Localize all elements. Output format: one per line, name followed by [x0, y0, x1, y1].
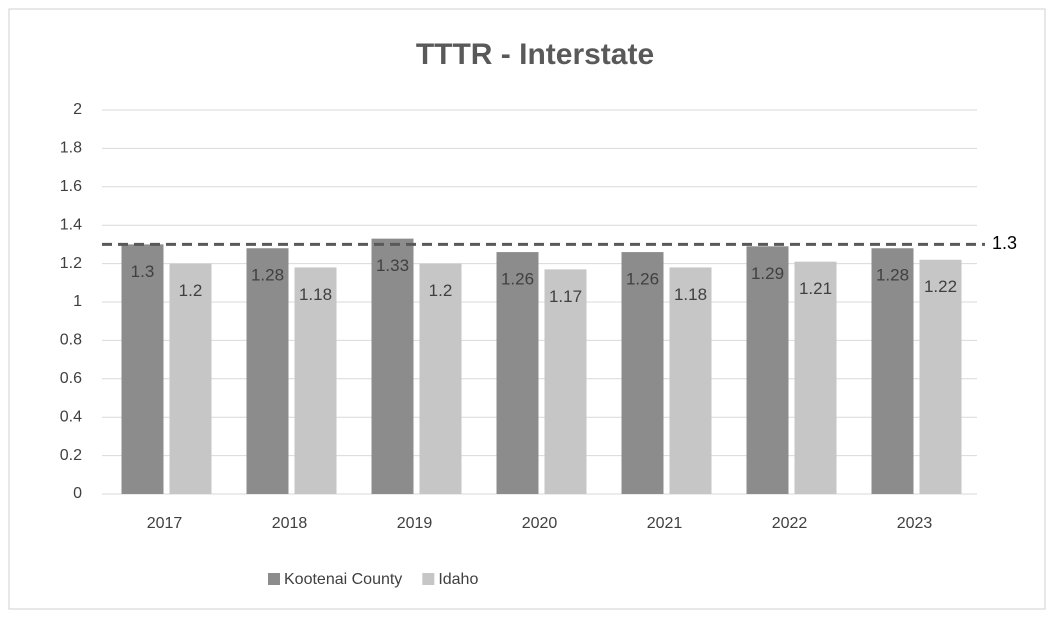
- value-label: 1.21: [799, 279, 832, 298]
- y-tick-label: 1: [73, 293, 82, 310]
- x-tick-label: 2020: [522, 515, 558, 532]
- y-tick-label: 0.8: [60, 332, 82, 349]
- bar: [621, 252, 664, 494]
- x-tick-label: 2023: [897, 515, 933, 532]
- value-label: 1.33: [376, 256, 409, 275]
- y-tick-label: 1.4: [60, 216, 82, 233]
- y-tick-label: 1.2: [60, 255, 82, 272]
- value-label: 1.3: [131, 262, 155, 281]
- x-tick-label: 2019: [397, 515, 433, 532]
- legend-label: Kootenai County: [284, 571, 402, 588]
- chart-title: TTTR - Interstate: [416, 38, 654, 71]
- bar: [669, 267, 712, 494]
- value-label: 1.29: [751, 264, 784, 283]
- legend-label: Idaho: [438, 571, 478, 588]
- y-tick-label: 0: [73, 485, 82, 502]
- value-label: 1.28: [251, 266, 284, 285]
- x-tick-label: 2022: [772, 515, 808, 532]
- value-label: 1.22: [924, 277, 957, 296]
- bar: [371, 238, 414, 494]
- value-label: 1.26: [626, 270, 659, 289]
- bar: [294, 267, 337, 494]
- value-label: 1.2: [179, 281, 203, 300]
- bar: [746, 246, 789, 494]
- y-tick-label: 2: [73, 101, 82, 118]
- value-label: 1.26: [501, 270, 534, 289]
- bar: [121, 244, 164, 494]
- reference-label: 1.3: [992, 233, 1017, 253]
- bar: [169, 263, 212, 494]
- legend-swatch: [268, 573, 280, 585]
- value-label: 1.18: [674, 285, 707, 304]
- value-label: 1.28: [876, 266, 909, 285]
- x-tick-label: 2021: [647, 515, 683, 532]
- bar: [544, 269, 587, 494]
- y-tick-label: 1.8: [60, 140, 82, 157]
- legend-swatch: [422, 573, 435, 585]
- y-tick-label: 0.6: [60, 370, 82, 387]
- value-label: 1.2: [429, 281, 453, 300]
- bar: [919, 259, 962, 494]
- y-tick-label: 0.4: [60, 408, 82, 425]
- bar: [871, 248, 914, 494]
- bar: [419, 263, 462, 494]
- x-tick-label: 2018: [272, 515, 308, 532]
- bar: [496, 252, 539, 494]
- bar: [794, 261, 837, 494]
- y-tick-label: 0.2: [60, 447, 82, 464]
- x-tick-label: 2017: [147, 515, 183, 532]
- value-label: 1.17: [549, 287, 582, 306]
- value-label: 1.18: [299, 285, 332, 304]
- bar: [246, 248, 289, 494]
- y-tick-label: 1.6: [60, 178, 82, 195]
